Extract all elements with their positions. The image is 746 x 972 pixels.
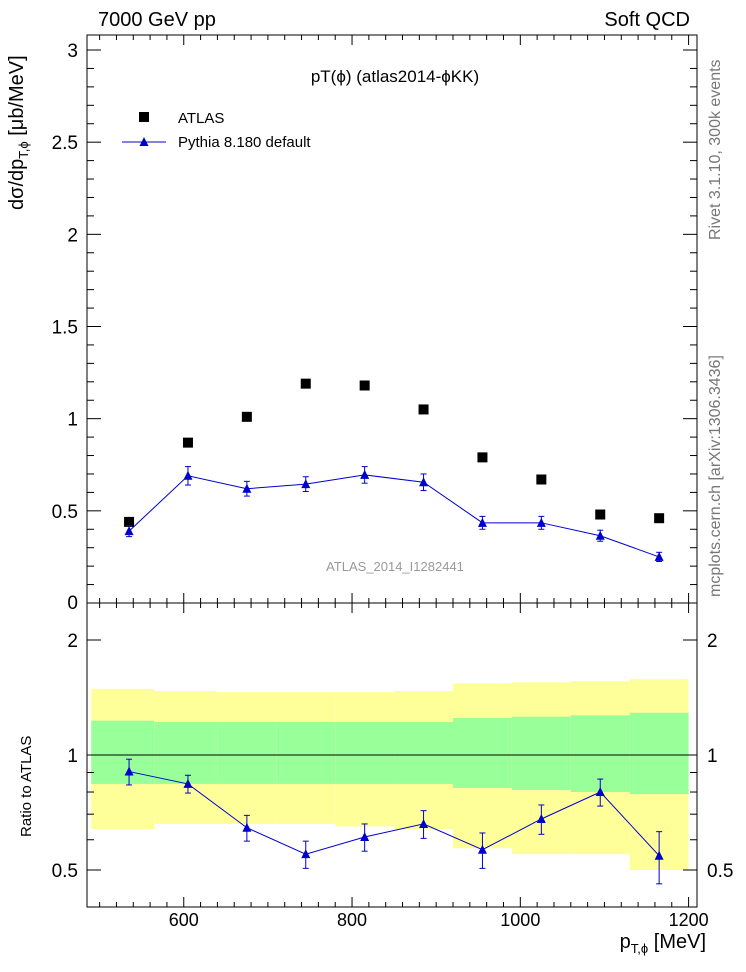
main-series (124, 378, 665, 563)
y-axis-label-main-sub: T,ϕ (16, 141, 31, 159)
pythia-point (595, 530, 605, 540)
atlas-point (124, 516, 135, 527)
atlas-point (418, 404, 429, 415)
atlas-point (359, 380, 370, 391)
pythia-line (128, 474, 660, 558)
x-axis-label: pT,ϕ [MeV] (620, 931, 706, 956)
y-tick-label-ratio-left: 1 (67, 746, 78, 767)
legend-atlas-label: ATLAS (178, 110, 224, 127)
y-tick-label-main: 3 (67, 41, 78, 62)
atlas-point (595, 509, 606, 520)
ratio-uncertainty-bands (87, 679, 697, 870)
pythia-point (360, 469, 370, 479)
pythia-point (301, 479, 311, 489)
analysis-watermark: ATLAS_2014_I1282441 (326, 559, 464, 574)
axis-ticks (87, 35, 697, 908)
y-axis-label-main-text: dσ/dp (6, 158, 28, 210)
axis-tick-labels: 600 800 1000 1200 0.5 1 1.5 2 2.5 3 0 0.5 0.5 1 1 2 2 (52, 41, 734, 930)
atlas-point (536, 474, 547, 485)
y-axis-label-ratio: Ratio to ATLAS (18, 735, 35, 837)
atlas-point (477, 452, 488, 463)
y-tick-label-main: 2 (67, 225, 78, 246)
ratio-band-inner (394, 722, 453, 784)
ratio-band-inner (511, 716, 571, 790)
ratio-band-inner (154, 722, 218, 784)
x-axis-label-unit: [MeV] (648, 931, 706, 953)
y-tick-label-main: 1.5 (52, 318, 78, 339)
x-tick-label: 1000 (500, 910, 540, 930)
x-tick-label: 600 (169, 910, 199, 930)
atlas-point (182, 437, 193, 448)
ratio-pythia-line (128, 771, 660, 857)
y-tick-label-main-zero: 0 (67, 593, 78, 614)
x-axis-label-text: p (619, 931, 631, 953)
y-tick-label-ratio-left: 0.5 (52, 861, 78, 882)
ratio-band-inner (335, 722, 395, 784)
pythia-point (242, 483, 252, 493)
ratio-point (654, 850, 664, 860)
ratio-point (124, 766, 134, 776)
ratio-point (242, 822, 252, 832)
y-tick-label-ratio-right: 2 (707, 631, 718, 652)
ratio-point (301, 849, 311, 859)
atlas-point (300, 378, 311, 389)
ratio-band-inner (453, 717, 512, 788)
header-energy: 7000 GeV pp (98, 9, 216, 31)
mcplots-info: mcplots.cern.ch [arXiv:1306.3436] (707, 355, 724, 597)
ratio-band-inner (629, 712, 689, 795)
y-axis-label-main: dσ/dpT,ϕ [μb/MeV] (6, 55, 31, 210)
ratio-band-inner (91, 720, 155, 784)
legend: ATLAS Pythia 8.180 default (122, 110, 311, 151)
pythia-point (536, 517, 546, 527)
pythia-point (654, 551, 664, 561)
atlas-point (241, 411, 252, 422)
x-axis-label-sub: T,ϕ (630, 941, 649, 956)
y-tick-label-main: 1 (67, 410, 78, 431)
y-tick-label-ratio-left: 2 (67, 631, 78, 652)
ratio-point (595, 787, 605, 797)
pythia-point (419, 477, 429, 487)
y-tick-label-ratio-right: 1 (707, 746, 718, 767)
legend-pythia-marker (139, 137, 149, 146)
rivet-info: Rivet 3.1.10, 300k events (707, 59, 724, 240)
x-tick-label: 800 (337, 910, 367, 930)
header-process: Soft QCD (604, 9, 690, 31)
y-tick-label-main: 0.5 (52, 502, 78, 523)
ratio-point (183, 778, 193, 788)
legend-pythia-label: Pythia 8.180 default (178, 134, 311, 151)
ratio-band-inner (276, 722, 336, 784)
y-axis-label-main-unit: [μb/MeV] (6, 55, 28, 142)
ratio-point (477, 844, 487, 854)
ratio-series (124, 758, 664, 885)
legend-atlas-marker (139, 112, 149, 122)
ratio-band-inner (217, 722, 277, 784)
y-tick-label-main: 2.5 (52, 133, 78, 154)
ratio-point (536, 813, 546, 823)
atlas-point (654, 513, 665, 524)
pythia-point (477, 517, 487, 527)
pythia-point (124, 526, 134, 536)
y-tick-label-ratio-right: 0.5 (707, 861, 733, 882)
pythia-point (183, 470, 193, 480)
ratio-point (419, 818, 429, 828)
x-tick-label: 1200 (669, 910, 709, 930)
ratio-point (360, 832, 370, 842)
chart-title: pT(ϕ) (atlas2014-ϕKK) (311, 67, 479, 86)
